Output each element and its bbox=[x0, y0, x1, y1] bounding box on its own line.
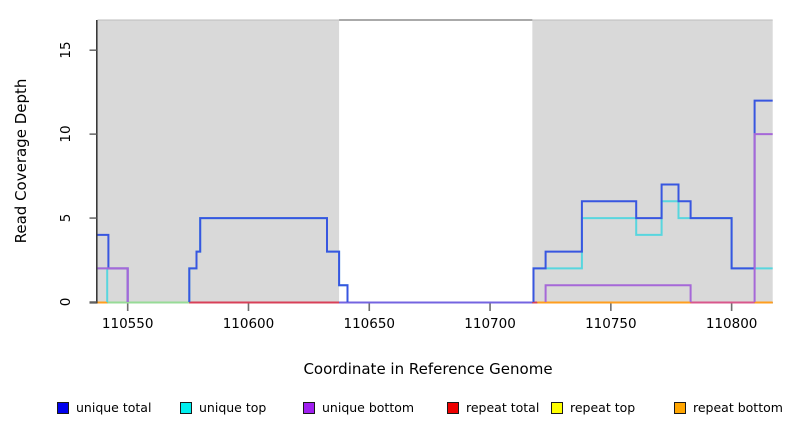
x-tick-label: 110650 bbox=[343, 316, 396, 332]
shaded-region bbox=[532, 20, 773, 302]
x-tick-label: 110700 bbox=[464, 316, 516, 332]
shaded-region bbox=[97, 20, 340, 302]
legend-item-unique-top: unique top bbox=[180, 400, 266, 416]
legend-label: unique top bbox=[199, 400, 267, 415]
x-tick-label: 110550 bbox=[101, 316, 154, 332]
legend-item-repeat-top: repeat top bbox=[551, 400, 635, 416]
legend-label: repeat top bbox=[570, 400, 636, 415]
legend-item-unique-total: unique total bbox=[57, 400, 151, 416]
legend-swatch-repeat-bottom bbox=[674, 402, 686, 414]
legend-item-repeat-total: repeat total bbox=[447, 400, 539, 416]
y-tick-label: 0 bbox=[58, 297, 74, 307]
series-unique-total bbox=[188, 217, 349, 302]
legend-item-repeat-bottom: repeat bottom bbox=[674, 400, 783, 416]
legend-swatch-repeat-top bbox=[551, 402, 563, 414]
y-axis-label: Read Coverage Depth bbox=[12, 78, 30, 244]
y-tick-label: 5 bbox=[58, 213, 74, 223]
legend-swatch-unique-bottom bbox=[303, 402, 315, 414]
x-tick-label: 110750 bbox=[585, 316, 637, 332]
legend-swatch-unique-total bbox=[57, 402, 69, 414]
series-unique-bottom bbox=[544, 284, 692, 302]
legend-label: unique total bbox=[76, 400, 152, 415]
x-axis-label: Coordinate in Reference Genome bbox=[303, 360, 553, 378]
y-tick-label: 10 bbox=[58, 125, 74, 143]
series-unique-bottom bbox=[753, 133, 773, 302]
series-unique-bottom bbox=[97, 267, 129, 302]
legend-label: unique bottom bbox=[322, 400, 415, 415]
legend-swatch-unique-top bbox=[180, 402, 192, 414]
legend-swatch-repeat-total bbox=[447, 402, 459, 414]
x-tick-label: 110600 bbox=[222, 316, 275, 332]
y-tick-label: 15 bbox=[58, 41, 74, 59]
legend-item-unique-bottom: unique bottom bbox=[303, 400, 414, 416]
legend-label: repeat total bbox=[466, 400, 540, 415]
x-tick-label: 110800 bbox=[705, 316, 758, 332]
legend-label: repeat bottom bbox=[693, 400, 783, 415]
series-unique-total bbox=[532, 99, 773, 302]
